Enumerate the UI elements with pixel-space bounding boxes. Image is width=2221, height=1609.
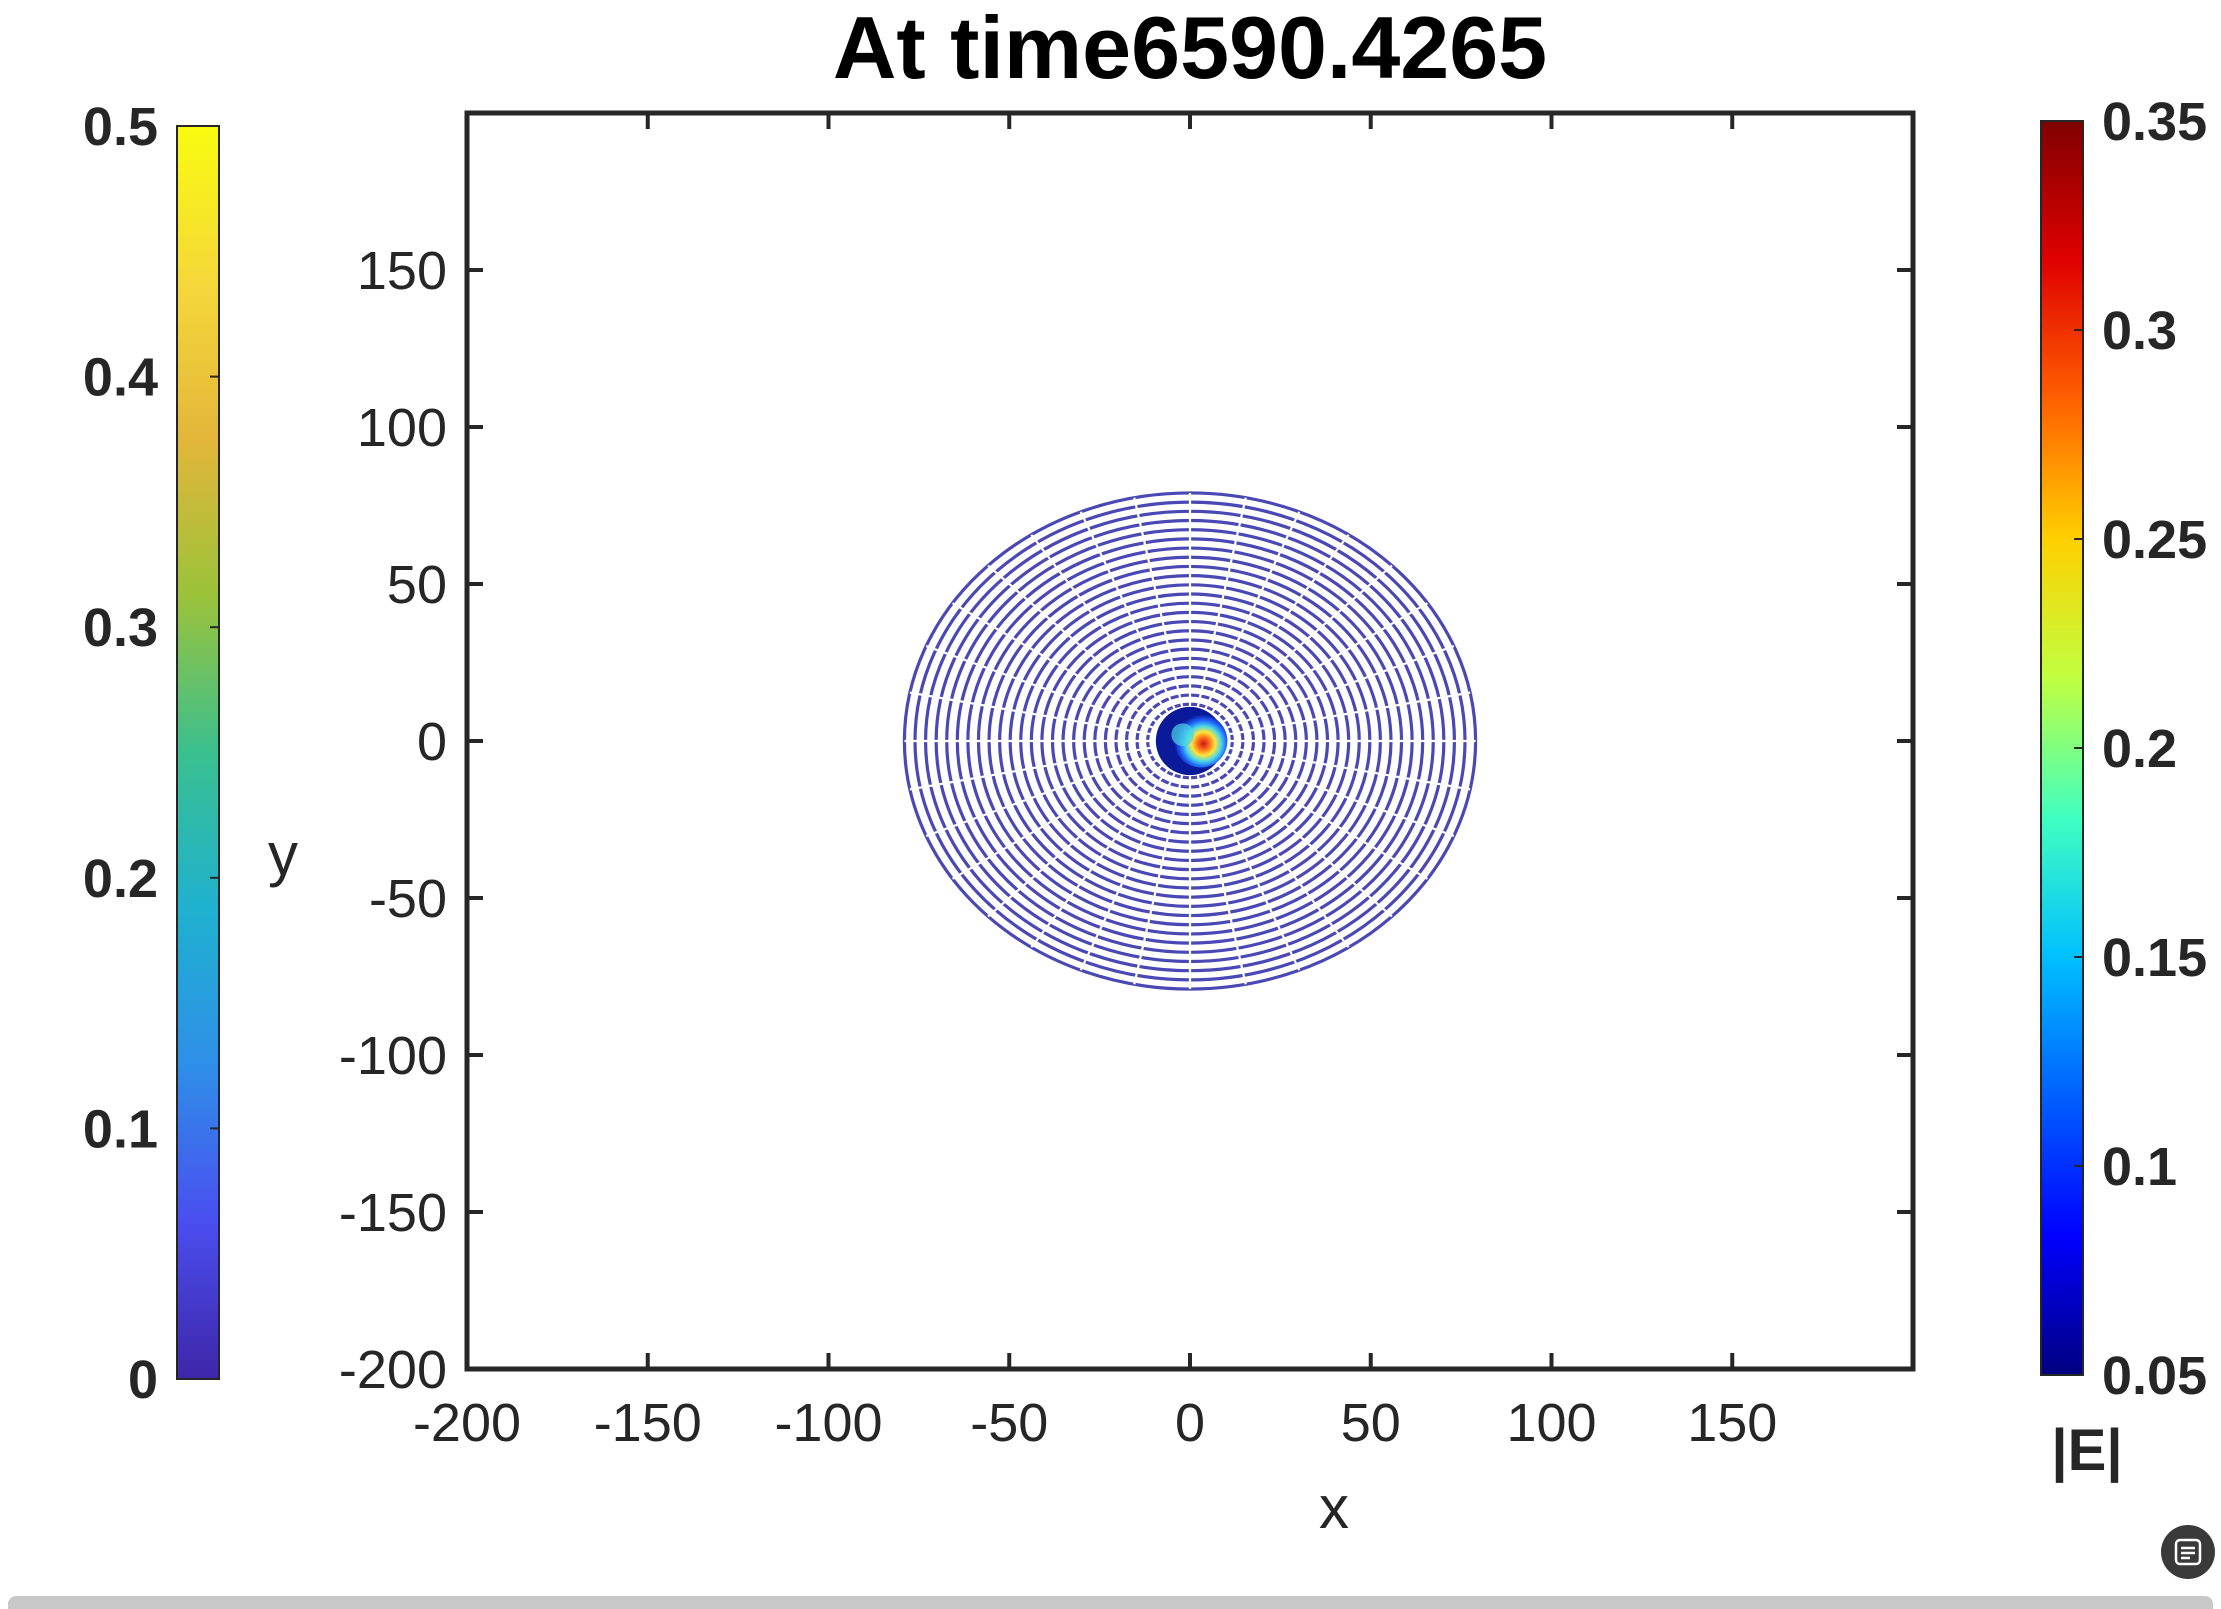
y-tick-label: -50 (369, 869, 447, 929)
y-tick-label: -200 (339, 1340, 447, 1400)
colorbar-tick-label: 0.2 (2102, 719, 2177, 779)
x-axis-label: x (1319, 1474, 1349, 1541)
x-tick-label: -50 (970, 1393, 1048, 1453)
colorbar-tick-label: 0.2 (83, 849, 158, 909)
y-tick-label: 100 (357, 398, 447, 458)
colorbar-tick-label: 0.25 (2102, 510, 2207, 570)
y-axis: -200 -150 -100 -50 0 50 100 150 (339, 241, 1913, 1400)
y-tick-label: 0 (417, 712, 447, 772)
x-tick-label: -100 (774, 1393, 882, 1453)
x-tick-label: 150 (1687, 1393, 1777, 1453)
y-tick-label: 150 (357, 241, 447, 301)
colorbar-tick-label: 0.4 (83, 348, 158, 408)
x-tick-label: 50 (1341, 1393, 1401, 1453)
live-text-icon[interactable] (2161, 1525, 2215, 1579)
y-axis-label: y (268, 821, 298, 888)
plot-area (902, 491, 1478, 991)
chart-title: At time6590.4265 (833, 0, 1547, 97)
left-colorbar: 0 0.1 0.2 0.3 0.4 0.5 (83, 97, 220, 1410)
window-scrollbar[interactable] (8, 1596, 2213, 1609)
y-tick-label: 50 (387, 555, 447, 615)
right-colorbar-label: |E| (2051, 1418, 2122, 1483)
right-colorbar: 0.05 0.1 0.15 0.2 0.25 0.3 0.35 |E| (2040, 92, 2207, 1483)
text-scan-icon (2174, 1538, 2202, 1566)
y-tick-label: -100 (339, 1026, 447, 1086)
colorbar-tick-label: 0.05 (2102, 1346, 2207, 1406)
left-colorbar-gradient (176, 125, 220, 1380)
colorbar-tick-label: 0 (128, 1350, 158, 1410)
y-tick-label: -150 (339, 1183, 447, 1243)
x-tick-label: 0 (1175, 1393, 1205, 1453)
colorbar-tick-label: 0.35 (2102, 92, 2207, 152)
x-tick-label: 100 (1506, 1393, 1596, 1453)
colorbar-tick-label: 0.1 (2102, 1137, 2177, 1197)
colorbar-tick-label: 0.1 (83, 1099, 158, 1159)
hotspot-lobe (1171, 723, 1195, 747)
x-tick-label: -200 (413, 1393, 521, 1453)
x-tick-label: -150 (594, 1393, 702, 1453)
x-axis: -200 -150 -100 -50 0 50 100 150 (413, 113, 1777, 1453)
colorbar-tick-label: 0.15 (2102, 928, 2207, 988)
hotspot-blob (1155, 706, 1228, 776)
colorbar-tick-label: 0.3 (83, 598, 158, 658)
colorbar-tick-label: 0.3 (2102, 301, 2177, 361)
colorbar-tick-label: 0.5 (83, 97, 158, 157)
disk-mesh (902, 491, 1478, 991)
